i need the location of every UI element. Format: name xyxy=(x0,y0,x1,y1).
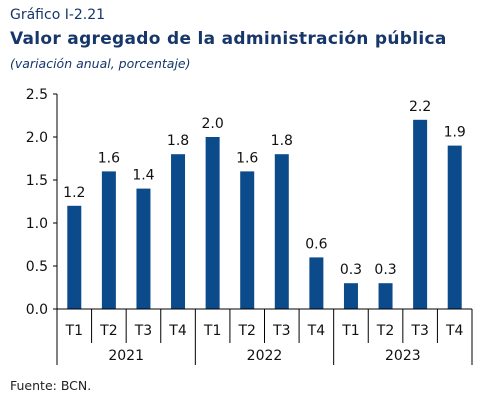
bar xyxy=(171,154,186,309)
bar-value-label: 2.0 xyxy=(201,116,223,132)
bar-value-label: 1.6 xyxy=(98,150,120,166)
x-tick-label: T1 xyxy=(65,323,83,339)
y-tick-label: 2.5 xyxy=(26,87,48,103)
bar xyxy=(378,283,393,309)
x-tick-label: T2 xyxy=(237,323,255,339)
x-tick-label: T1 xyxy=(203,323,221,339)
bar-value-label: 1.6 xyxy=(236,150,258,166)
bar-value-label: 0.3 xyxy=(340,262,362,278)
bar-value-label: 0.3 xyxy=(374,262,396,278)
year-group-label: 2022 xyxy=(247,348,283,364)
x-tick-label: T3 xyxy=(272,323,290,339)
y-tick-label: 0.5 xyxy=(26,259,48,275)
y-tick-label: 1.0 xyxy=(26,216,48,232)
chart-subtitle: (variación anual, porcentaje) xyxy=(10,56,191,71)
x-tick-label: T3 xyxy=(134,323,152,339)
bar-value-label: 1.4 xyxy=(132,168,154,184)
x-tick-label: T3 xyxy=(410,323,428,339)
bar xyxy=(309,257,324,309)
x-tick-label: T4 xyxy=(445,323,464,339)
year-group-label: 2021 xyxy=(108,348,144,364)
y-tick-label: 1.5 xyxy=(26,173,48,189)
y-tick-label: 0.0 xyxy=(26,302,48,318)
bar xyxy=(447,145,462,309)
bar xyxy=(205,137,220,309)
bar-value-label: 1.8 xyxy=(271,133,293,149)
chart-source: Fuente: BCN. xyxy=(10,378,92,393)
bar-value-label: 1.8 xyxy=(167,133,189,149)
x-tick-label: T2 xyxy=(99,323,117,339)
bar-value-label: 2.2 xyxy=(409,99,431,115)
x-tick-label: T2 xyxy=(376,323,394,339)
x-tick-label: T4 xyxy=(168,323,187,339)
bar xyxy=(274,154,289,309)
x-tick-label: T4 xyxy=(307,323,326,339)
chart-title: Valor agregado de la administración públ… xyxy=(10,29,447,49)
y-tick-label: 2.0 xyxy=(26,130,48,146)
bar-value-label: 1.9 xyxy=(444,125,466,141)
bar-value-label: 1.2 xyxy=(63,185,85,201)
bar xyxy=(101,171,116,309)
bar xyxy=(413,119,428,309)
bar xyxy=(343,283,358,309)
bar xyxy=(240,171,255,309)
bar xyxy=(67,205,82,309)
bar xyxy=(136,188,151,309)
chart-label: Gráfico I-2.21 xyxy=(10,7,106,23)
x-tick-label: T1 xyxy=(341,323,359,339)
year-group-label: 2023 xyxy=(385,348,421,364)
bar-value-label: 0.6 xyxy=(305,236,327,252)
